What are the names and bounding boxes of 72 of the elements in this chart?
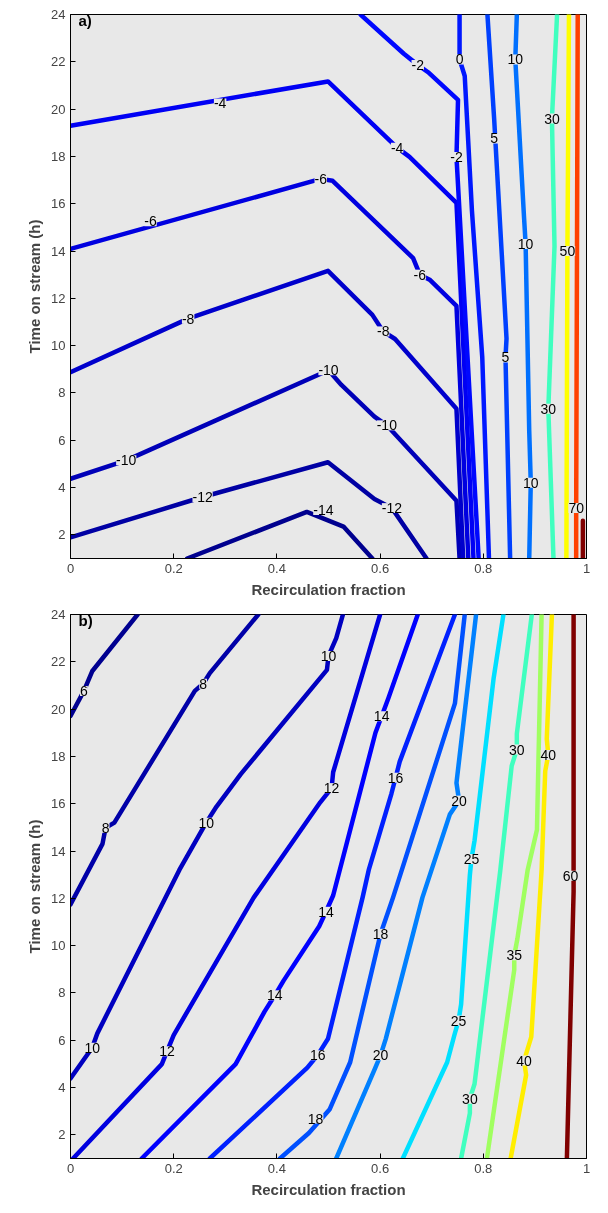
y-axis-title: Time on stream (h) [26,819,44,954]
y-tick-label: 18 [51,748,66,764]
y-tick-label: 4 [58,1080,66,1096]
x-tick-label: 0 [66,560,75,576]
x-tick-label: 0.4 [267,560,286,576]
x-tick-label: 0.6 [371,560,390,576]
x-tick-label: 0.2 [164,560,183,576]
annotation: 10 [320,647,337,664]
y-tick-label: 24 [51,607,66,622]
annotation: 10 [517,235,534,252]
annotation: 10 [522,474,539,491]
y-tick-label: 22 [51,54,66,70]
annotation: 18 [307,1110,324,1127]
annotation: -6 [314,170,328,187]
x-tick-label: 0.2 [164,1160,183,1176]
annotation: 8 [101,819,110,836]
x-tick-label: 0.4 [267,1160,286,1176]
x-tick-label: 0.8 [474,1160,493,1176]
annotation: 5 [490,130,499,147]
x-axis-title: Recirculation fraction [251,1180,406,1198]
x-tick-label: 1 [582,560,591,576]
x-tick-label: 0.8 [474,560,493,576]
annotation: -10 [376,417,398,434]
y-tick-label: 16 [51,196,66,212]
annotation: 60 [562,867,579,884]
annotation: 6 [80,682,89,699]
y-tick-label: 12 [51,890,66,906]
annotation: a) [78,11,92,29]
x-tick-label: 0.6 [371,1160,390,1176]
y-tick-label: 20 [51,701,66,717]
annotation: -8 [376,323,390,340]
x-axis-title: Recirculation fraction [251,580,406,598]
annotation: b) [78,611,93,629]
y-tick-label: 8 [58,985,66,1001]
y-tick-label: 10 [51,338,66,354]
y-tick-label: 6 [58,432,66,448]
y-tick-label: 22 [51,654,66,670]
annotation: 14 [267,987,283,1004]
annotation: 14 [373,708,390,725]
annotation: 5 [501,349,510,366]
annotation: -6 [144,213,157,230]
annotation: 10 [198,814,215,831]
y-tick-label: 2 [58,527,66,543]
annotation: 10 [507,51,524,68]
annotation: -2 [450,148,463,165]
annotation: -8 [181,310,195,327]
annotation: -10 [318,362,339,379]
annotation: -4 [390,139,404,156]
y-tick-label: 8 [58,385,66,401]
y-tick-label: 14 [51,843,66,859]
annotation: -6 [413,266,427,283]
annotation: 8 [199,675,208,692]
y-tick-label: 18 [51,148,66,164]
annotation: -4 [213,95,227,112]
x-tick-label: 0 [66,1160,75,1176]
y-tick-label: 4 [58,480,66,496]
annotation: -14 [313,502,334,519]
annotation: 14 [318,903,334,920]
y-tick-label: 10 [51,938,66,954]
annotation: 10 [84,1039,101,1056]
annotation: -10 [116,452,137,469]
y-axis-title: Time on stream (h) [26,219,44,354]
y-tick-label: 20 [51,101,66,117]
y-tick-label: 12 [51,290,66,306]
annotation: -2 [411,56,425,73]
y-tick-label: 2 [58,1127,66,1143]
y-tick-label: 14 [51,243,66,259]
x-tick-label: 1 [582,1160,591,1176]
y-tick-label: 16 [51,796,66,812]
y-tick-label: 6 [58,1032,66,1048]
annotation: 0 [455,51,464,68]
y-tick-label: 24 [51,7,66,22]
